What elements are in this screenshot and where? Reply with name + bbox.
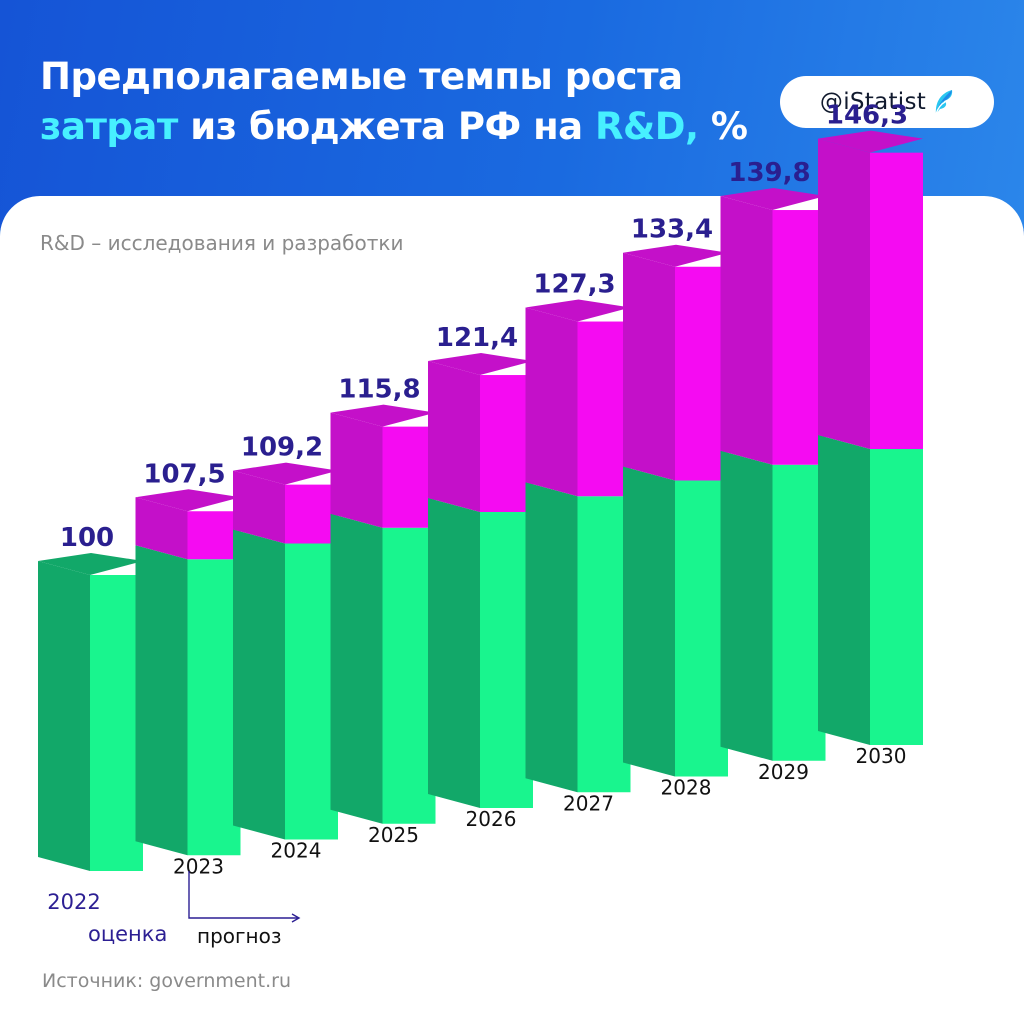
- forecast-note: прогноз: [197, 924, 282, 948]
- title-line1: Предполагаемые темпы роста: [40, 55, 683, 98]
- title-end: %: [698, 105, 748, 148]
- year-label-2025: 2025: [368, 823, 419, 847]
- bar-side-base-2023: [135, 545, 188, 856]
- bar-side-growth-2030: [818, 138, 870, 449]
- chart-title: Предполагаемые темпы роста затрат из бюд…: [40, 52, 748, 152]
- year-label-2024: 2024: [271, 839, 322, 863]
- estimate-note: оценка: [88, 922, 168, 946]
- bar-top-2026: [428, 353, 533, 376]
- year-label-2026: 2026: [466, 807, 517, 831]
- bar-side-base-2029: [720, 450, 773, 761]
- value-label-2028: 133,4: [631, 215, 713, 245]
- value-label-2030: 146,3: [826, 101, 908, 131]
- chart-subtitle: R&D – исследования и разработки: [40, 231, 404, 255]
- bar-side-growth-2023: [135, 497, 188, 560]
- bar-side-growth-2027: [525, 307, 578, 497]
- bar-front-base-2028: [675, 480, 728, 777]
- bar-front-base-2026: [480, 512, 533, 808]
- bar-side-base-2024: [233, 529, 285, 840]
- bar-side-growth-2029: [720, 196, 773, 465]
- bar-top-2025: [330, 404, 436, 427]
- bar-front-growth-2026: [480, 375, 533, 512]
- bar-side-base-2022: [38, 561, 90, 871]
- bar-top-2029: [720, 188, 826, 211]
- bar-front-growth-2029: [772, 210, 826, 465]
- bar-side-base-2027: [525, 482, 578, 793]
- bar-top-2024: [233, 462, 338, 485]
- bar-top-2030: [818, 130, 923, 153]
- bar-front-growth-2028: [675, 266, 728, 481]
- value-label-2029: 139,8: [728, 158, 810, 188]
- year-label-2022: 2022: [47, 890, 100, 914]
- brand-badge[interactable]: @iStatist: [780, 76, 994, 128]
- bar-front-growth-2023: [187, 511, 241, 560]
- bar-side-growth-2026: [428, 361, 480, 512]
- bar-top-2028: [623, 244, 728, 267]
- bar-top-2023: [135, 489, 241, 512]
- title-middle: из бюджета РФ на: [177, 105, 595, 148]
- istatist-leaf-icon: [935, 90, 953, 115]
- year-label-2023: 2023: [173, 854, 224, 878]
- bar-side-growth-2024: [233, 470, 285, 544]
- bar-side-base-2026: [428, 498, 480, 808]
- value-label-2023: 107,5: [143, 459, 225, 489]
- bar-front-base-2022: [90, 575, 143, 871]
- title-highlight-2: R&D,: [595, 105, 699, 148]
- year-label-2027: 2027: [563, 791, 614, 815]
- bar-front-base-2024: [285, 543, 338, 840]
- bar-front-base-2029: [772, 464, 826, 761]
- year-label-2030: 2030: [856, 744, 907, 768]
- bar-side-growth-2028: [623, 252, 675, 481]
- brand-label: @iStatist: [819, 89, 927, 115]
- value-label-2025: 115,8: [338, 375, 420, 405]
- bar-side-growth-2025: [330, 412, 383, 528]
- title-highlight-1: затрат: [40, 105, 178, 148]
- year-label-2029: 2029: [758, 760, 809, 784]
- bar-top-2027: [525, 299, 631, 322]
- value-label-2024: 109,2: [241, 433, 323, 463]
- bar-front-growth-2025: [382, 426, 436, 528]
- value-label-2026: 121,4: [436, 323, 518, 353]
- bar-front-growth-2030: [870, 152, 923, 449]
- bar-front-base-2025: [382, 527, 436, 824]
- bar-front-base-2027: [577, 496, 631, 793]
- bar-front-base-2030: [870, 449, 923, 745]
- bar-front-growth-2024: [285, 484, 338, 544]
- value-label-2022: 100: [60, 523, 114, 553]
- forecast-arrow-icon: [291, 913, 301, 923]
- bar-side-base-2025: [330, 513, 383, 824]
- source-note: Источник: government.ru: [42, 970, 291, 992]
- forecast-bracket-line: [188, 871, 298, 919]
- value-label-2027: 127,3: [533, 270, 615, 300]
- bar-side-base-2030: [818, 435, 870, 745]
- bar-front-growth-2027: [577, 321, 631, 497]
- year-label-2028: 2028: [661, 776, 712, 800]
- bar-top-2022: [38, 553, 143, 575]
- bar-side-base-2028: [623, 466, 675, 777]
- bar-front-base-2023: [187, 559, 241, 856]
